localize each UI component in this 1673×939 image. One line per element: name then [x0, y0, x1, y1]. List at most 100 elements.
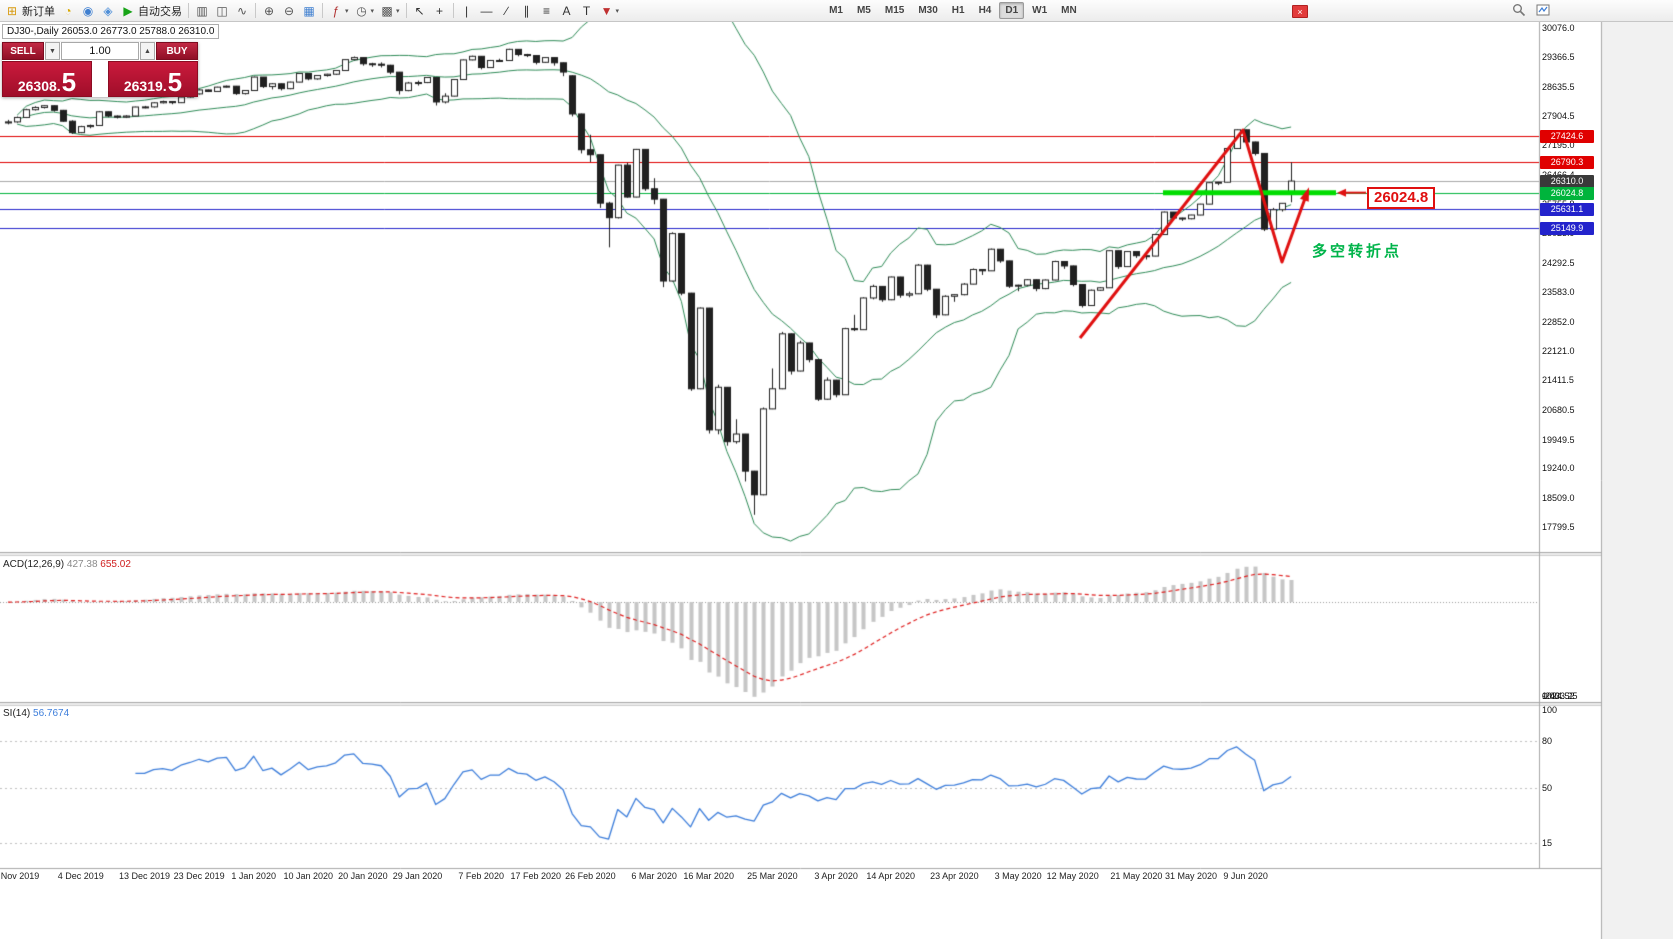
new-chart-window-icon[interactable] [1536, 3, 1550, 22]
toolbar: ⊞ 新订单 ◔ ◉ ◈ ▶ 自动交易 ▥ ◫ ∿ ⊕ ⊖ ▦ ƒ ▾ ◷ ▾ ▩ ▾ ↖ + | — ∕ ∥ ≡ A T ▼ ▾ M1 M5… [0, 0, 1673, 22]
fibonacci-icon[interactable]: ≡ [537, 2, 557, 20]
date-axis-label: 31 May 2020 [1164, 871, 1218, 881]
timeframe-m30[interactable]: M30 [918, 5, 938, 16]
price-scale-label: 26466.4 [1542, 170, 1575, 180]
tile-windows-icon[interactable]: ▦ [299, 2, 319, 20]
shapes-button[interactable]: ▼ ▾ [597, 2, 623, 20]
timeframe-m1[interactable]: M1 [829, 5, 843, 16]
periods-button[interactable]: ◷ ▾ [352, 2, 378, 20]
timeframe-m5[interactable]: M5 [856, 5, 871, 16]
price-scale-label: 23583.0 [1542, 286, 1575, 297]
zoom-in-icon[interactable]: ⊕ [259, 2, 279, 20]
line-chart-icon: ∿ [236, 3, 248, 18]
chart-close-button[interactable]: × [1292, 5, 1308, 18]
price-scale-label: 19949.5 [1542, 434, 1575, 445]
tile-windows-icon: ▦ [303, 3, 315, 18]
price-scale-label: 17799.5 [1542, 522, 1575, 532]
timeframe-h1[interactable]: H1 [951, 5, 965, 16]
text-icon[interactable]: A [557, 2, 577, 20]
macd-scale-label: -2433.25 [1542, 691, 1578, 701]
templates-button[interactable]: ▩ ▾ [377, 2, 403, 20]
community-icon[interactable]: ◉ [78, 2, 98, 20]
buy-price-big-digit: 5 [167, 67, 183, 98]
chevron-down-icon: ▾ [370, 7, 375, 15]
timeframe-mn[interactable]: MN [1061, 5, 1077, 16]
trade-panel-price-row: 26308. 5 26319. 5 [2, 61, 198, 97]
crosshair-icon[interactable]: + [430, 2, 450, 20]
templates-icon: ▩ [381, 3, 393, 18]
horizontal-line-icon: — [480, 3, 493, 18]
label-icon[interactable]: T [577, 2, 597, 20]
chart-canvas[interactable] [0, 22, 1673, 939]
channel-icon[interactable]: ∥ [517, 2, 537, 20]
date-axis-label: 3 Apr 2020 [814, 871, 858, 881]
chevron-down-icon: ▾ [396, 7, 400, 15]
zoom-out-icon: ⊖ [283, 3, 295, 18]
price-line-label: 26024.8 [1540, 186, 1594, 200]
date-axis-label: 21 May 2020 [1110, 871, 1163, 881]
new-order-button[interactable]: ⊞ 新订单 [2, 2, 58, 20]
price-scale-label: 19240.0 [1542, 463, 1575, 474]
rsi-scale-label: 50 [1542, 783, 1553, 793]
text-icon: A [562, 3, 571, 18]
buy-price-button[interactable]: 26319. 5 [108, 61, 198, 97]
price-line-labels: 27424.6 26790.3 26310.0 26024.8 25631.1 25149… [1540, 22, 1598, 868]
date-axis-label: 14 Apr 2020 [866, 871, 915, 881]
new-order-button-label: 新订单 [22, 5, 55, 18]
search-icon[interactable] [1512, 3, 1526, 22]
autotrading-button[interactable]: ▶ 自动交易 [118, 2, 185, 20]
date-axis-label: 23 Dec 2019 [173, 871, 225, 881]
price-scale-label: 21411.5 [1542, 375, 1574, 386]
price-callout[interactable]: 26024.8 [1367, 187, 1436, 209]
price-scale-label: 29366.5 [1542, 51, 1575, 62]
line-chart-icon[interactable]: ∿ [232, 2, 252, 20]
date-axis-label: Nov 2019 [0, 871, 40, 881]
timeframe-d1[interactable]: D1 [999, 2, 1025, 19]
alerts-icon[interactable]: ◔ [58, 2, 78, 20]
price-line-label: 25149.9 [1540, 222, 1594, 236]
candlestick-chart-icon[interactable]: ◫ [212, 2, 232, 20]
trade-panel-top-row: SELL ▼ 1.00 ▲ BUY [2, 42, 198, 60]
community-icon: ◉ [82, 3, 94, 18]
volume-up-button[interactable]: ▲ [140, 42, 155, 60]
one-click-trading-panel: SELL ▼ 1.00 ▲ BUY 26308. 5 26319. 5 [2, 42, 198, 97]
timeframe-w1[interactable]: W1 [1032, 5, 1048, 16]
help-icon[interactable]: ◈ [98, 2, 118, 20]
rsi-scale-label: 15 [1542, 837, 1553, 848]
trendline-icon[interactable]: ∕ [497, 2, 517, 20]
label-icon: T [582, 3, 591, 18]
price-line-label: 26310.0 [1540, 175, 1594, 189]
date-axis-label: 16 Mar 2020 [683, 871, 734, 881]
buy-button[interactable]: BUY [156, 42, 198, 60]
bar-chart-icon[interactable]: ▥ [192, 2, 212, 20]
timeframe-group: M1 M5 M15 M30 H1 H4 D1 W1 MN [822, 0, 1084, 21]
horizontal-line-icon[interactable]: — [477, 2, 497, 20]
date-axis-label: 12 May 2020 [1046, 871, 1099, 881]
date-axis-label: 26 Feb 2020 [565, 871, 616, 881]
date-axis[interactable]: Nov 2019 4 Dec 2019 13 Dec 2019 23 Dec 2019… [0, 868, 1540, 884]
date-axis-label: 7 Feb 2020 [458, 871, 504, 881]
date-axis-label: 17 Feb 2020 [510, 871, 562, 881]
cursor-icon[interactable]: ↖ [410, 2, 430, 20]
volume-input[interactable]: 1.00 [61, 42, 139, 60]
timeframe-m15[interactable]: M15 [884, 5, 905, 16]
price-scale-label: 27195.0 [1542, 140, 1575, 151]
turning-point-annotation[interactable]: 多空转折点 [1312, 243, 1403, 260]
trendline-icon: ∕ [505, 3, 508, 18]
rsi-scale-label: 100 [1542, 705, 1558, 715]
vertical-line-icon[interactable]: | [457, 2, 477, 20]
price-scale-label: 20680.5 [1542, 404, 1575, 415]
indicators-button[interactable]: ƒ ▾ [326, 2, 352, 20]
volume-down-button[interactable]: ▼ [45, 42, 60, 60]
toolbar-separator [452, 3, 454, 18]
zoom-out-icon[interactable]: ⊖ [279, 2, 299, 20]
new-order-icon: ⊞ [6, 3, 18, 18]
sell-price-button[interactable]: 26308. 5 [2, 61, 92, 97]
sell-button[interactable]: SELL [2, 42, 44, 60]
rsi-name: SI(14) [3, 708, 31, 719]
rsi-label: SI(14) 56.7674 [3, 708, 69, 719]
crosshair-icon: + [436, 3, 444, 18]
periods-icon: ◷ [356, 3, 367, 18]
timeframe-h4[interactable]: H4 [978, 5, 992, 16]
autotrading-button-label: 自动交易 [138, 5, 182, 18]
